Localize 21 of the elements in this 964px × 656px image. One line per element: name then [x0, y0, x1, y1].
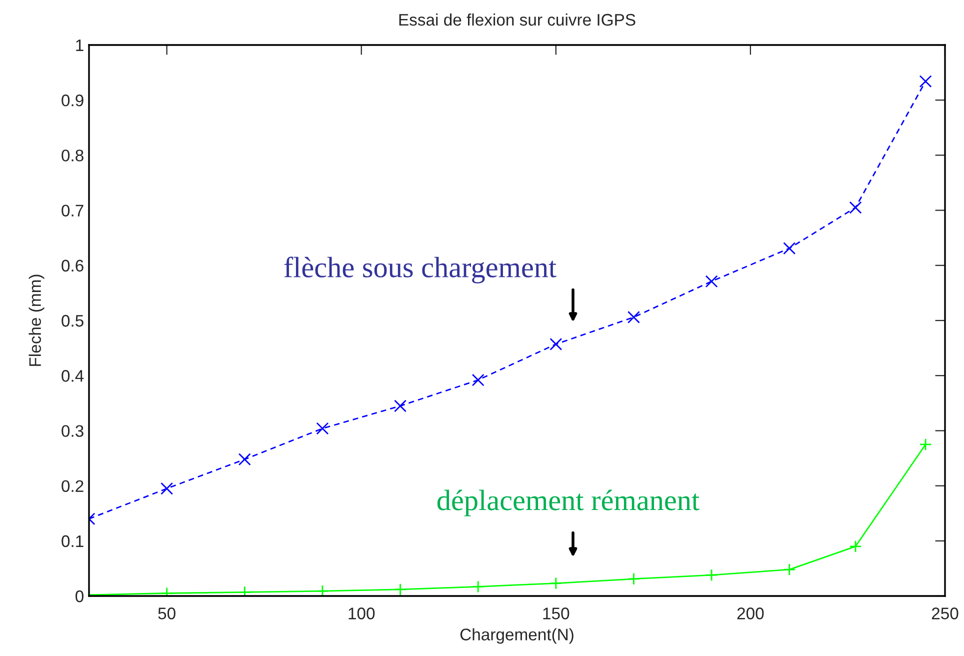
y-tick-label: 1 [76, 40, 84, 52]
y-tick-label: 0.8 [62, 150, 84, 162]
y-tick-label: 0.3 [62, 425, 84, 437]
y-axis-title: Fleche (mm) [28, 274, 44, 366]
x-tick-label: 250 [932, 608, 958, 620]
x-axis-title: Chargement(N) [460, 628, 574, 644]
y-tick-label: 0.1 [62, 535, 84, 548]
y-tick-label: 0.7 [62, 204, 84, 217]
annotation: déplacement rémanent [437, 490, 700, 516]
y-tick-label: 0.2 [62, 480, 84, 492]
chart-title: Essai de flexion sur cuivre IGPS [399, 13, 636, 26]
x-tick-label: 200 [737, 608, 764, 620]
y-tick-label: 0 [76, 590, 84, 602]
y-tick-label: 0.4 [62, 370, 84, 382]
annotation: flèche sous chargement [284, 256, 556, 284]
x-tick-label: 150 [543, 608, 570, 620]
x-tick-label: 50 [158, 608, 176, 620]
y-tick-label: 0.6 [62, 260, 84, 272]
y-tick-label: 0.9 [62, 94, 84, 106]
x-tick-label: 100 [348, 608, 375, 620]
y-tick-label: 0.5 [62, 314, 84, 327]
